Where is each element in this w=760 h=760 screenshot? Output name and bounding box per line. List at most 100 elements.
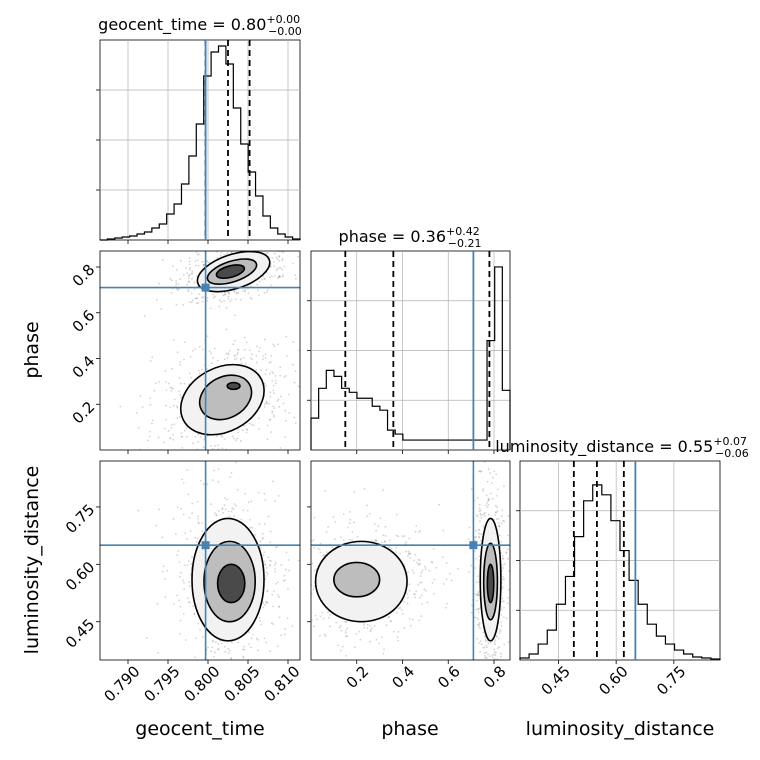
scatter-point (275, 256, 278, 259)
scatter-point (235, 291, 238, 294)
scatter-point (385, 624, 388, 627)
scatter-point (212, 357, 215, 359)
scatter-point (474, 593, 477, 596)
scatter-point (486, 506, 489, 509)
scatter-point (244, 243, 246, 245)
scatter-point (291, 262, 294, 265)
scatter-point (375, 529, 377, 532)
scatter-point (275, 545, 278, 548)
scatter-point (511, 544, 513, 546)
scatter-point (245, 428, 248, 430)
scatter-point (377, 525, 380, 528)
scatter-point (491, 654, 494, 657)
scatter-point (172, 265, 174, 268)
scatter-point (242, 357, 245, 359)
scatter-point (304, 480, 306, 482)
scatter-point (178, 416, 181, 418)
scatter-point (295, 277, 297, 280)
scatter-point (279, 366, 282, 369)
scatter-point (340, 536, 342, 538)
scatter-point (198, 293, 201, 295)
scatter-point (414, 596, 417, 599)
scatter-point (149, 397, 152, 399)
scatter-point (294, 422, 297, 424)
scatter-point (275, 379, 277, 382)
panel-frame (310, 460, 511, 661)
scatter-point (269, 391, 271, 394)
scatter-point (278, 260, 281, 262)
scatter-point (191, 270, 194, 273)
scatter-point (383, 648, 385, 651)
scatter-point (402, 600, 405, 603)
scatter-point (275, 382, 277, 385)
scatter-point (502, 576, 504, 578)
scatter-point (264, 353, 267, 356)
scatter-point (287, 588, 289, 590)
scatter-point (191, 272, 194, 274)
scatter-point (192, 299, 194, 302)
scatter-point (187, 290, 190, 293)
scatter-point (373, 625, 376, 627)
scatter-point (243, 349, 246, 351)
scatter-point (260, 546, 262, 549)
scatter-point (373, 689, 375, 691)
scatter-point (169, 277, 172, 280)
scatter-point (411, 569, 414, 572)
scatter-point (278, 275, 281, 277)
scatter-point (259, 619, 262, 622)
scatter-point (224, 293, 227, 296)
scatter-point (339, 624, 342, 627)
scatter-point (225, 306, 228, 309)
scatter-point (417, 584, 419, 586)
scatter-point (487, 653, 489, 656)
scatter-point (188, 260, 191, 263)
scatter-point (183, 273, 185, 276)
scatter-point (233, 290, 236, 292)
scatter-point (160, 307, 163, 310)
scatter-point (280, 243, 282, 245)
scatter-point (246, 509, 249, 512)
scatter-point (492, 476, 494, 479)
scatter-point (280, 634, 283, 637)
scatter-point (181, 447, 184, 449)
scatter-point (247, 292, 250, 295)
scatter-point (170, 424, 173, 426)
scatter-point (500, 613, 503, 616)
scatter-point (167, 430, 170, 432)
scatter-point (496, 506, 498, 508)
scatter-point (382, 489, 385, 491)
scatter-point (265, 369, 268, 371)
scatter-point (482, 490, 484, 492)
scatter-point (487, 503, 490, 506)
scatter-point (217, 448, 220, 450)
scatter-point (279, 374, 282, 377)
scatter-point (143, 315, 146, 317)
scatter-point (475, 557, 478, 560)
scatter-point (495, 635, 498, 638)
scatter-point (288, 245, 290, 247)
scatter-point (214, 693, 216, 695)
scatter-point (233, 515, 236, 517)
scatter-point (149, 430, 151, 433)
scatter-point (234, 247, 236, 249)
scatter-point (240, 358, 243, 360)
x-tick-label: 0.805 (220, 662, 263, 705)
scatter-point (180, 508, 183, 510)
scatter-point (189, 372, 191, 375)
scatter-point (151, 419, 154, 422)
scatter-point (269, 249, 271, 251)
scatter-point (191, 512, 194, 514)
scatter-point (176, 288, 178, 290)
scatter-point (231, 435, 234, 438)
scatter-point (226, 356, 229, 359)
scatter-point (202, 483, 205, 486)
scatter-point (278, 255, 281, 258)
scatter-point (291, 625, 294, 628)
scatter-point (278, 596, 280, 598)
scatter-point (442, 583, 445, 585)
scatter-point (477, 575, 479, 578)
scatter-point (420, 571, 423, 574)
scatter-point (191, 556, 193, 558)
scatter-point (210, 362, 213, 365)
scatter-point (406, 602, 409, 605)
